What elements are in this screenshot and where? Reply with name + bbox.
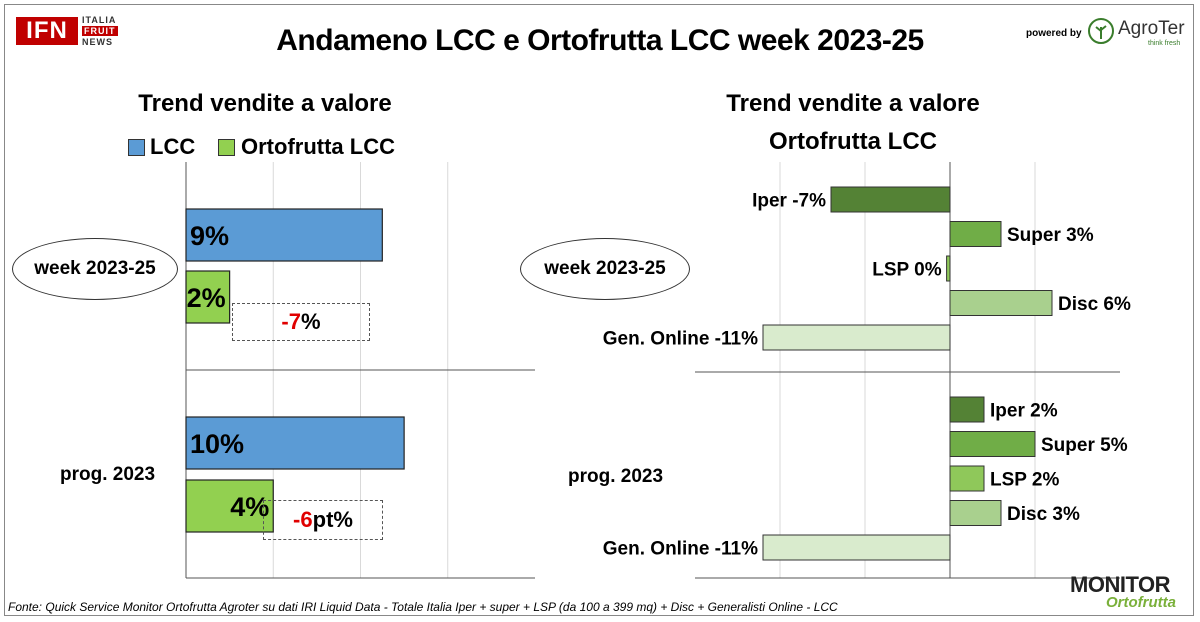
powered-by-label: powered by (1026, 28, 1082, 39)
agroter-logo: AgroTer think fresh (1088, 16, 1188, 50)
right-bar-genonline (762, 324, 951, 351)
right-bar-genonline (762, 534, 951, 561)
page-title: Andameno LCC e Ortofrutta LCC week 2023-… (276, 24, 924, 57)
monitor-logo-line1: MONITOR (1070, 572, 1170, 597)
agroter-leaf-icon (1088, 18, 1114, 44)
right-bar-label: Gen. Online -11% (603, 329, 758, 350)
left-bar-lcc (185, 208, 383, 262)
right-bar-label: LSP 0% (872, 260, 941, 281)
left-bar-label: 10% (190, 429, 244, 459)
left-bar-label: 2% (187, 283, 226, 313)
right-bar-label: Super 5% (1041, 435, 1128, 456)
ifn-logo: IFN ITALIA FRUIT NEWS (16, 14, 126, 48)
ifn-logo-line1: ITALIA (82, 15, 117, 25)
right-bar-iper (949, 396, 985, 423)
right-chart-title-line2: Ortofrutta LCC (769, 128, 937, 155)
right-bar-lsp (949, 465, 985, 492)
diff-box-prog: -6 pt% (263, 500, 383, 540)
right-bar-super (949, 431, 1036, 457)
left-category-week: week 2023-25 (12, 238, 178, 300)
diff-prog-unit: pt% (312, 507, 353, 532)
diff-prog-num: 6 (300, 507, 313, 532)
diff-week-num: 7 (288, 309, 301, 334)
ifn-logo-line2: FRUIT (82, 26, 118, 36)
diff-week-sign: - (281, 309, 289, 334)
right-bar-super (949, 221, 1002, 247)
legend-label-ortofrutta: Ortofrutta LCC (241, 134, 395, 159)
right-chart-title-line1: Trend vendite a valore (726, 90, 980, 117)
right-bar-label: Super 3% (1007, 225, 1094, 246)
legend-label-lcc: LCC (150, 134, 196, 159)
agroter-name: AgroTer (1118, 18, 1185, 39)
slide-frame (4, 4, 1194, 616)
right-bar-iper (830, 186, 951, 213)
right-bar-disc (949, 290, 1053, 316)
right-bar-disc (949, 500, 1002, 526)
right-bar-label: Disc 3% (1007, 504, 1080, 525)
source-note: Fonte: Quick Service Monitor Ortofrutta … (8, 600, 838, 614)
left-bar-lcc (185, 416, 405, 470)
right-bar-label: Iper 2% (990, 401, 1058, 422)
monitor-logo-line2: Ortofrutta (1106, 594, 1176, 611)
right-bar-label: Iper -7% (752, 191, 826, 212)
left-bar-label: 9% (190, 221, 229, 251)
right-bar-label: LSP 2% (990, 470, 1059, 491)
legend-swatch-lcc (128, 139, 145, 156)
monitor-logo: MONITOR Ortofrutta (1070, 572, 1190, 612)
agroter-tagline: think fresh (1148, 40, 1181, 47)
left-chart-title: Trend vendite a valore (138, 90, 392, 117)
ifn-logo-line3: NEWS (82, 37, 113, 47)
right-category-prog: prog. 2023 (568, 466, 664, 487)
right-category-week: week 2023-25 (520, 238, 690, 300)
left-bar-ortofrutta (185, 270, 231, 324)
left-bar-label: 4% (230, 492, 269, 522)
right-bar-lsp (946, 255, 951, 282)
left-bar-ortofrutta (185, 479, 274, 533)
ifn-logo-mark: IFN (16, 17, 78, 45)
diff-box-week: -7% (232, 303, 370, 341)
right-bar-label: Disc 6% (1058, 294, 1131, 315)
diff-prog-sign: - (293, 507, 301, 532)
left-category-prog: prog. 2023 (60, 464, 156, 485)
right-bar-label: Gen. Online -11% (603, 539, 758, 560)
legend-swatch-ortofrutta (218, 139, 235, 156)
diff-week-unit: % (301, 309, 321, 334)
